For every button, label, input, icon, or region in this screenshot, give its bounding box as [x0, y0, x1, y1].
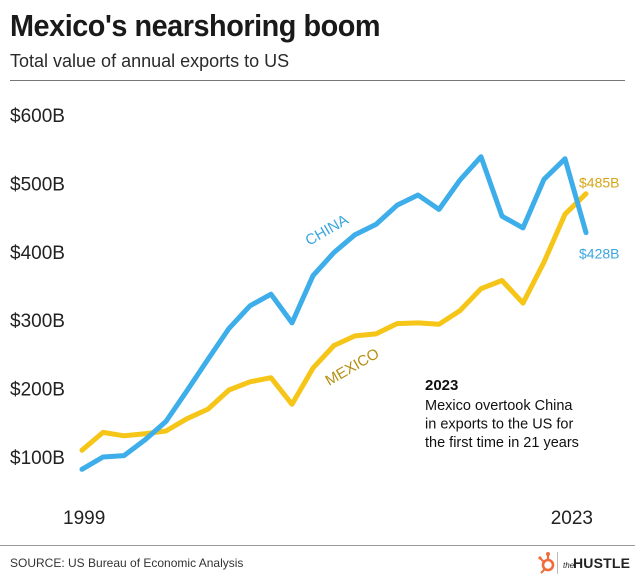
series-line-china — [79, 154, 589, 472]
x-tick-label: 1999 — [63, 508, 105, 529]
y-axis: $100B $200B $300B $400B $500B $600B — [10, 106, 65, 469]
y-tick-label: $500B — [10, 174, 65, 195]
series-layer — [79, 154, 589, 472]
annotation-line: Mexico overtook China — [425, 398, 573, 414]
source-note: SOURCE: US Bureau of Economic Analysis — [10, 556, 244, 570]
line-chart: $100B $200B $300B $400B $500B $600B 1999 2023 … — [10, 106, 619, 529]
y-tick-label: $200B — [10, 380, 65, 401]
page-subtitle: Total value of annual exports to US — [10, 51, 290, 71]
end-label-china: $428B — [579, 246, 619, 262]
brand-prefix: the — [563, 561, 575, 570]
y-tick-label: $100B — [10, 448, 65, 469]
page-title: Mexico's nearshoring boom — [10, 8, 381, 43]
y-tick-label: $600B — [10, 106, 65, 127]
footer-divider — [0, 545, 635, 546]
series-line-mexico — [79, 191, 589, 453]
annotation: 2023 Mexico overtook China in exports to t… — [425, 377, 579, 451]
hubspot-sprocket-icon — [538, 552, 555, 574]
logo-separator — [557, 552, 558, 574]
annotation-line: the first time in 21 years — [425, 435, 579, 451]
x-axis: 1999 2023 — [63, 508, 593, 529]
annotation-heading: 2023 — [425, 377, 458, 394]
y-tick-label: $400B — [10, 243, 65, 264]
brand-logo: HUSTLE — [573, 555, 631, 571]
y-tick-label: $300B — [10, 311, 65, 332]
header-divider — [10, 80, 625, 81]
annotation-line: in exports to the US for — [425, 417, 573, 433]
end-label-mexico: $485B — [579, 175, 619, 191]
x-tick-label: 2023 — [551, 508, 593, 529]
